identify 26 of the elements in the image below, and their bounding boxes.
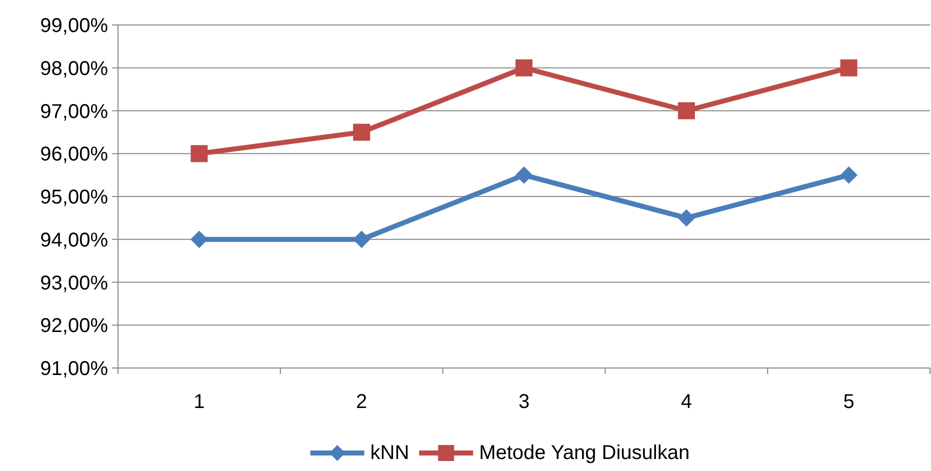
- point: [840, 166, 858, 184]
- y-tick-label: 97,00%: [40, 100, 108, 123]
- x-tick-label: 2: [356, 391, 368, 413]
- x-tick-label: 5: [843, 391, 854, 413]
- y-tick-label: 93,00%: [40, 272, 108, 294]
- y-tick-label: 98,00%: [40, 58, 108, 80]
- y-tick-label: 94,00%: [40, 229, 108, 252]
- x-tick-label: 3: [518, 391, 530, 413]
- y-tick-label: 96,00%: [40, 144, 108, 166]
- legend-label: kNN: [370, 442, 410, 464]
- point: [190, 230, 208, 248]
- y-tick-label: 99,00%: [40, 15, 108, 37]
- point: [353, 230, 370, 248]
- point: [516, 166, 532, 184]
- point: [678, 209, 695, 226]
- point: [840, 59, 858, 76]
- x-tick-label: 1: [194, 391, 205, 413]
- y-tick-label: 91,00%: [40, 358, 108, 380]
- point: [190, 145, 208, 162]
- legend-label: Metode Yang Diusulkan: [479, 442, 690, 464]
- point: [678, 102, 695, 120]
- point: [353, 124, 370, 141]
- y-tick-label: 95,00%: [40, 186, 108, 208]
- y-tick-label: 92,00%: [40, 315, 108, 338]
- point: [516, 59, 532, 76]
- x-tick-label: 4: [680, 391, 692, 413]
